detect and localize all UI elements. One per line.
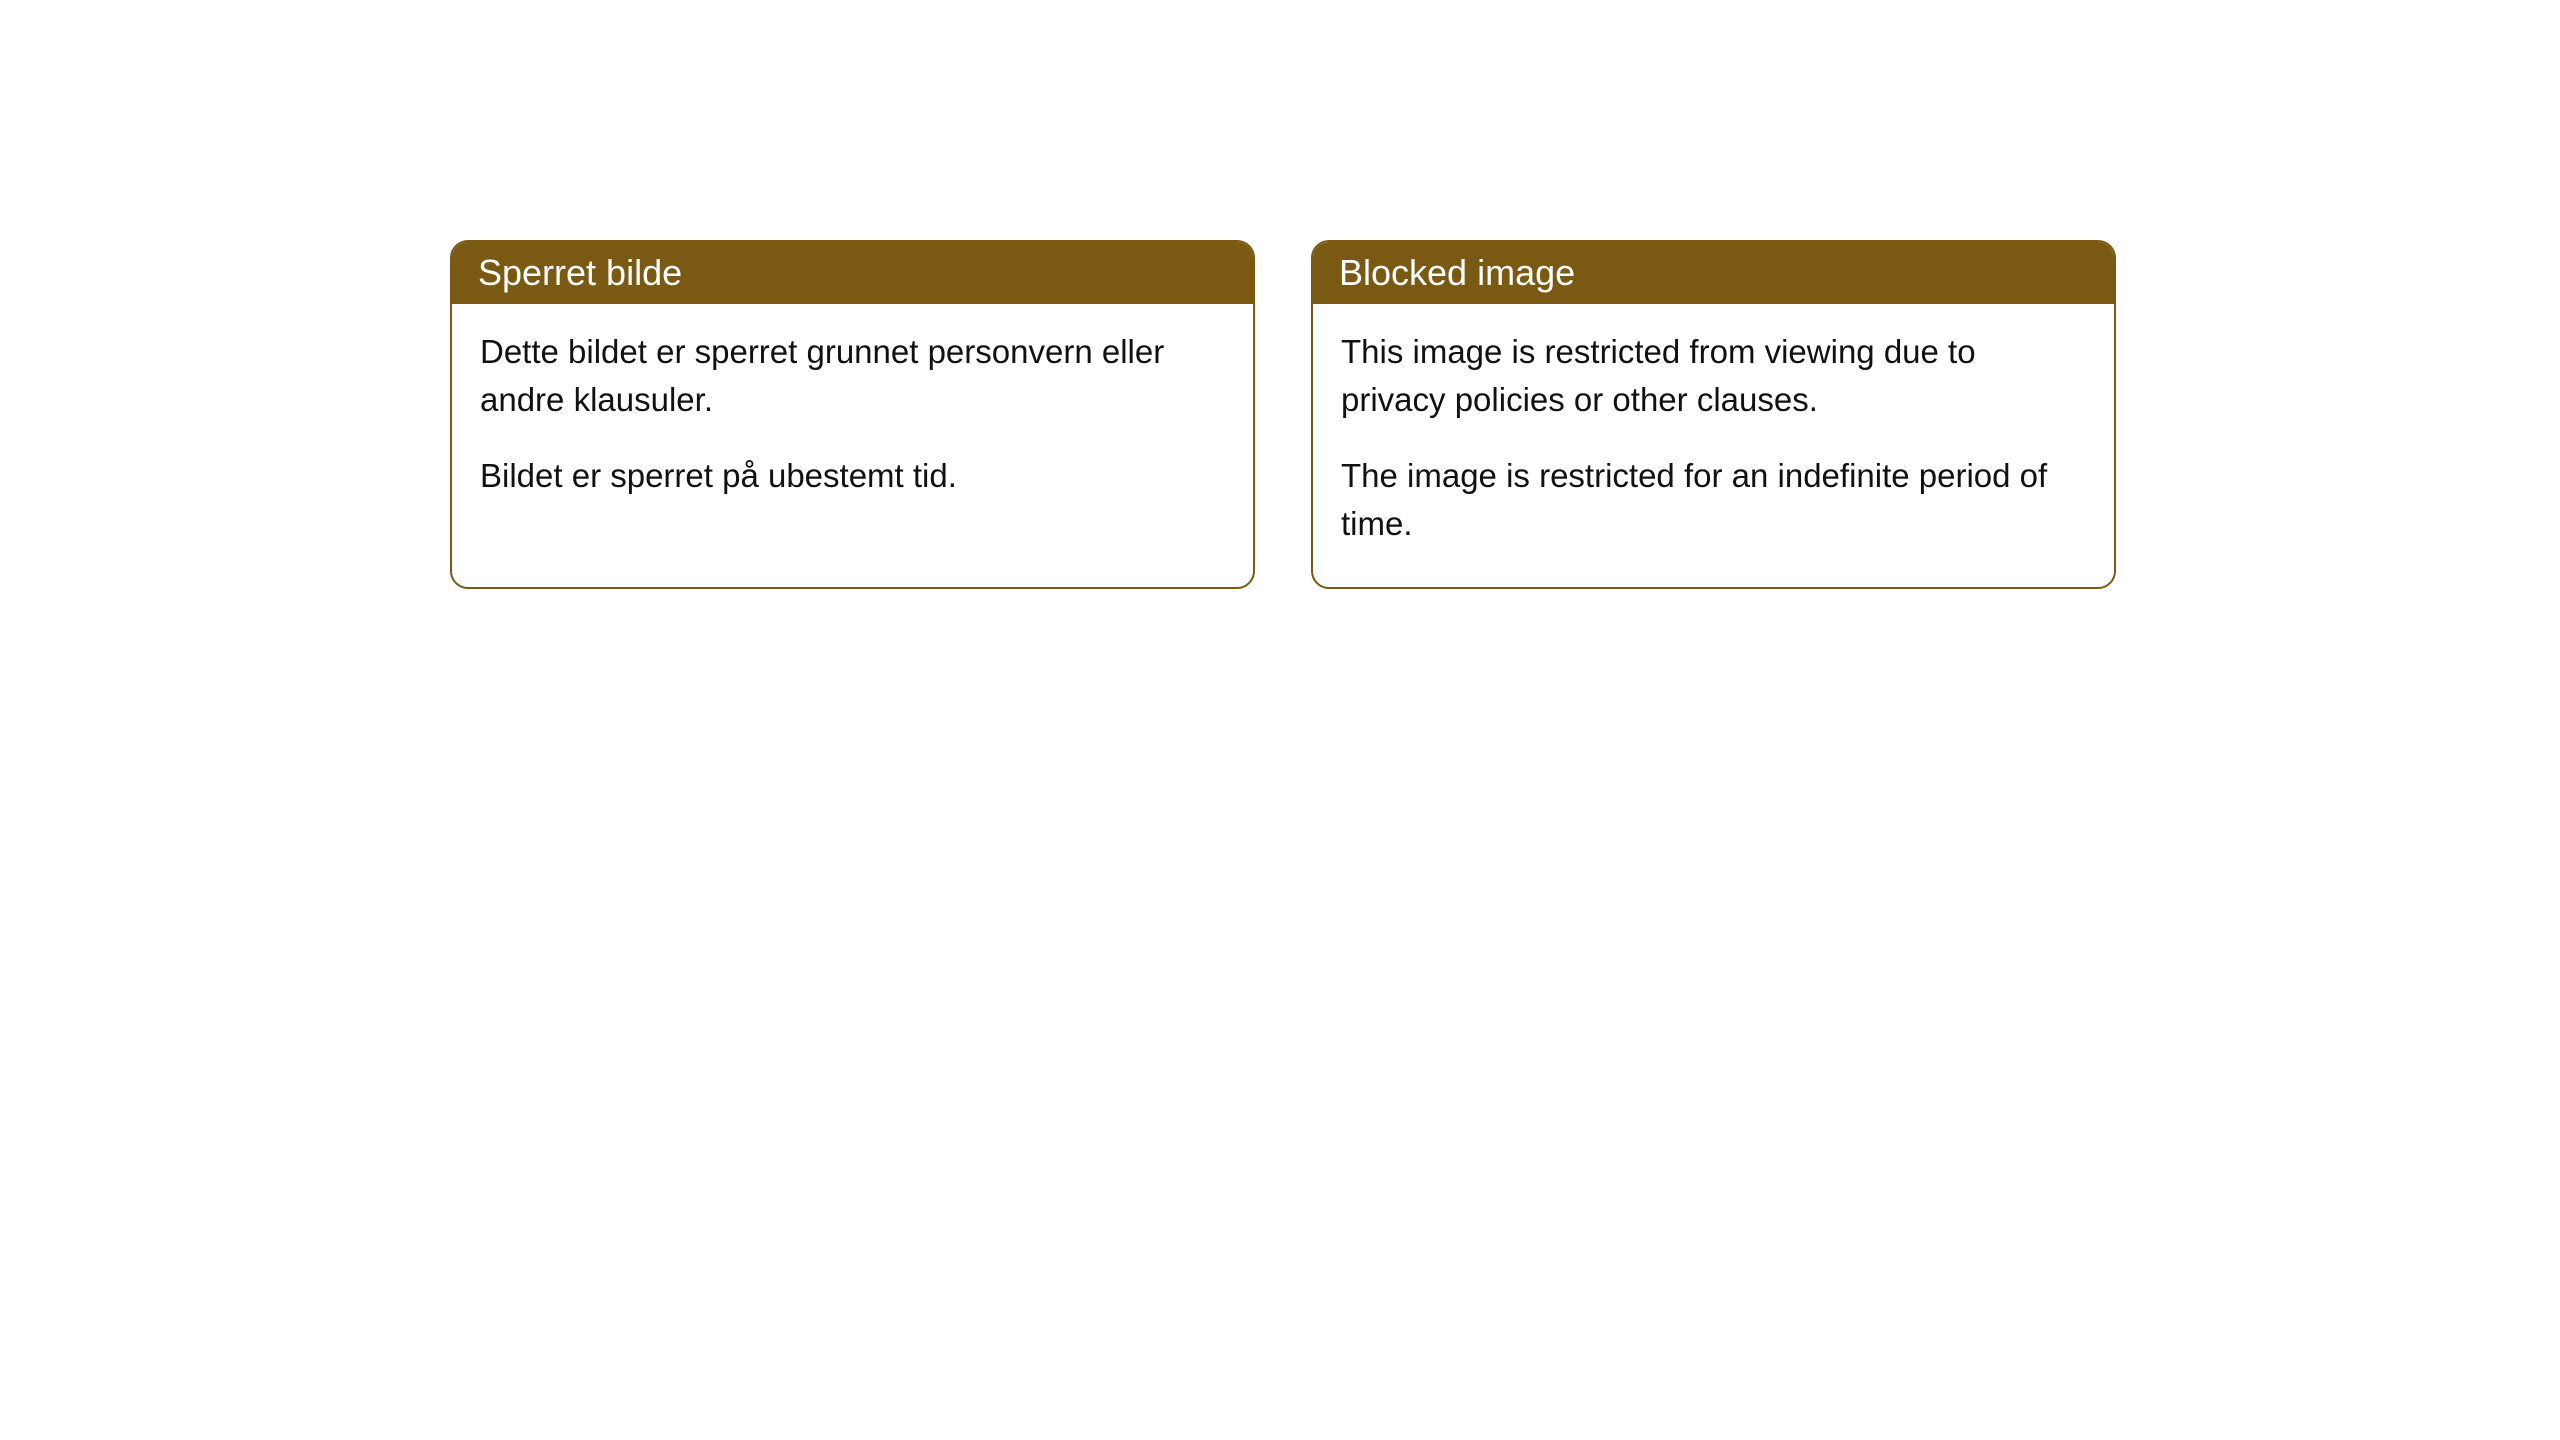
card-body: Dette bildet er sperret grunnet personve… [452, 304, 1253, 540]
card-header: Sperret bilde [452, 242, 1253, 304]
card-paragraph: Bildet er sperret på ubestemt tid. [480, 452, 1225, 500]
card-header: Blocked image [1313, 242, 2114, 304]
card-title: Blocked image [1339, 252, 1575, 293]
card-body: This image is restricted from viewing du… [1313, 304, 2114, 587]
card-paragraph: Dette bildet er sperret grunnet personve… [480, 328, 1225, 424]
notice-container: Sperret bilde Dette bildet er sperret gr… [0, 0, 2560, 589]
card-paragraph: The image is restricted for an indefinit… [1341, 452, 2086, 548]
card-title: Sperret bilde [478, 252, 682, 293]
blocked-image-card-en: Blocked image This image is restricted f… [1311, 240, 2116, 589]
card-paragraph: This image is restricted from viewing du… [1341, 328, 2086, 424]
blocked-image-card-no: Sperret bilde Dette bildet er sperret gr… [450, 240, 1255, 589]
